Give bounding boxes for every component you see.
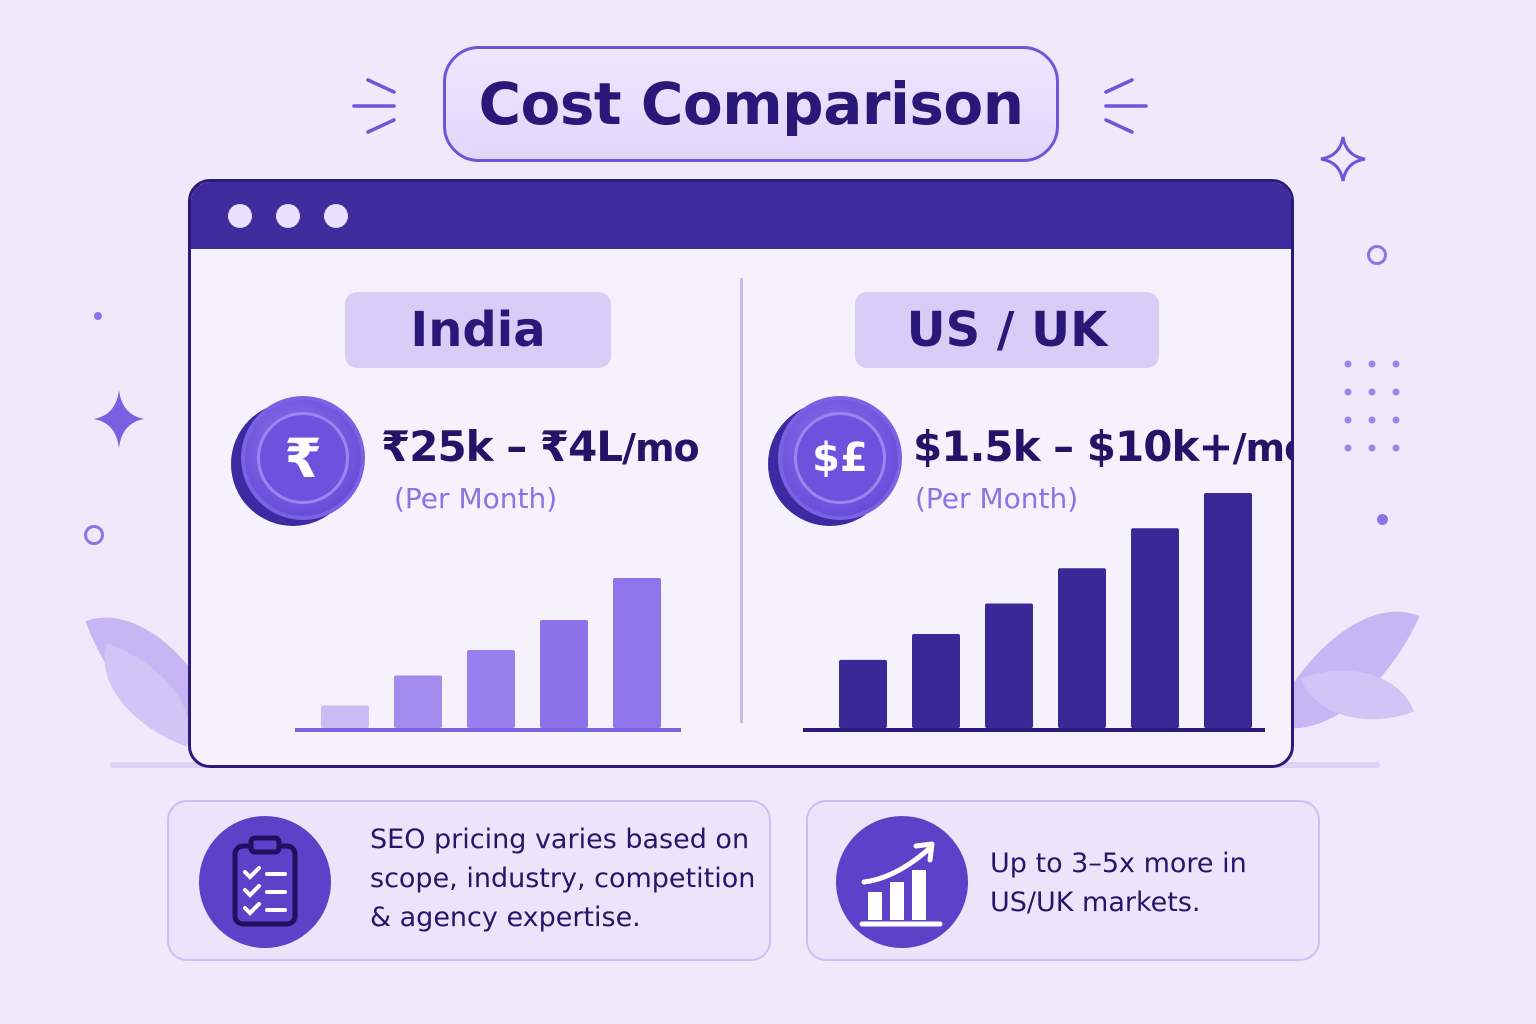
- decor-dot: [1377, 514, 1388, 525]
- markets-note-line: US/UK markets.: [990, 887, 1201, 918]
- title-pill: Cost Comparison: [443, 46, 1059, 162]
- us-uk-price-range: $1.5k – $10k+: [913, 422, 1234, 471]
- india-price-unit: /mo: [622, 426, 700, 470]
- dollar-pound-symbol: $£: [794, 412, 886, 504]
- us-uk-bar-chart: [803, 493, 1265, 732]
- window-title-bar: [191, 182, 1291, 249]
- pricing-note: SEO pricing varies based on scope, indus…: [370, 820, 755, 937]
- chart-bar: [1058, 568, 1106, 728]
- rupee-symbol: ₹: [257, 412, 349, 504]
- markets-note: Up to 3–5x more in US/UK markets.: [990, 844, 1247, 922]
- chart-bar: [1204, 493, 1252, 728]
- chart-bar: [839, 659, 887, 728]
- window-dot: [324, 204, 348, 228]
- decor-dot: [94, 312, 102, 320]
- markets-note-line: Up to 3–5x more in: [990, 848, 1247, 879]
- page-title: Cost Comparison: [478, 70, 1024, 138]
- window-dot: [276, 204, 300, 228]
- chart-bar: [394, 675, 442, 728]
- clipboard-checklist-icon: [199, 816, 331, 948]
- window-dot: [228, 204, 252, 228]
- info-card-markets: Up to 3–5x more in US/UK markets.: [806, 800, 1320, 961]
- chart-bar: [321, 705, 369, 728]
- chart-bar: [613, 578, 661, 728]
- burst-lines-left-icon: [352, 78, 396, 134]
- sparkle-icon: [1320, 136, 1366, 182]
- chart-bar: [985, 603, 1033, 728]
- chart-bar: [1131, 528, 1179, 728]
- panel-divider: [740, 278, 743, 723]
- pricing-note-line: SEO pricing varies based on: [370, 824, 750, 855]
- india-period: (Per Month): [394, 482, 558, 515]
- us-uk-price: $1.5k – $10k+/mo: [913, 422, 1291, 471]
- decor-ring: [84, 525, 104, 545]
- region-badge-us-uk: US / UK: [855, 292, 1159, 368]
- decor-ring: [1367, 245, 1387, 265]
- info-card-pricing: SEO pricing varies based on scope, indus…: [167, 800, 771, 961]
- dollar-pound-coin-icon: $£: [778, 396, 902, 520]
- india-price: ₹25k – ₹4L/mo: [381, 422, 700, 471]
- region-badge-india: India: [345, 292, 611, 368]
- chart-bar: [467, 650, 515, 728]
- pricing-note-line: & agency expertise.: [370, 902, 641, 933]
- us-uk-price-unit: /mo: [1232, 426, 1291, 470]
- chart-bar: [912, 634, 960, 728]
- burst-lines-right-icon: [1104, 78, 1148, 134]
- us-uk-period: (Per Month): [915, 482, 1079, 515]
- browser-window: India ₹ ₹25k – ₹4L/mo (Per Month) US / U…: [188, 179, 1294, 768]
- growth-chart-arrow-icon: [836, 816, 968, 948]
- india-price-range: ₹25k – ₹4L: [381, 422, 623, 471]
- pricing-note-line: scope, industry, competition: [370, 863, 756, 894]
- rupee-coin-icon: ₹: [241, 396, 365, 520]
- sparkle-icon: [94, 390, 144, 448]
- chart-bar: [540, 620, 588, 728]
- india-bar-chart: [295, 578, 681, 732]
- dot-grid-decor: [1344, 360, 1400, 452]
